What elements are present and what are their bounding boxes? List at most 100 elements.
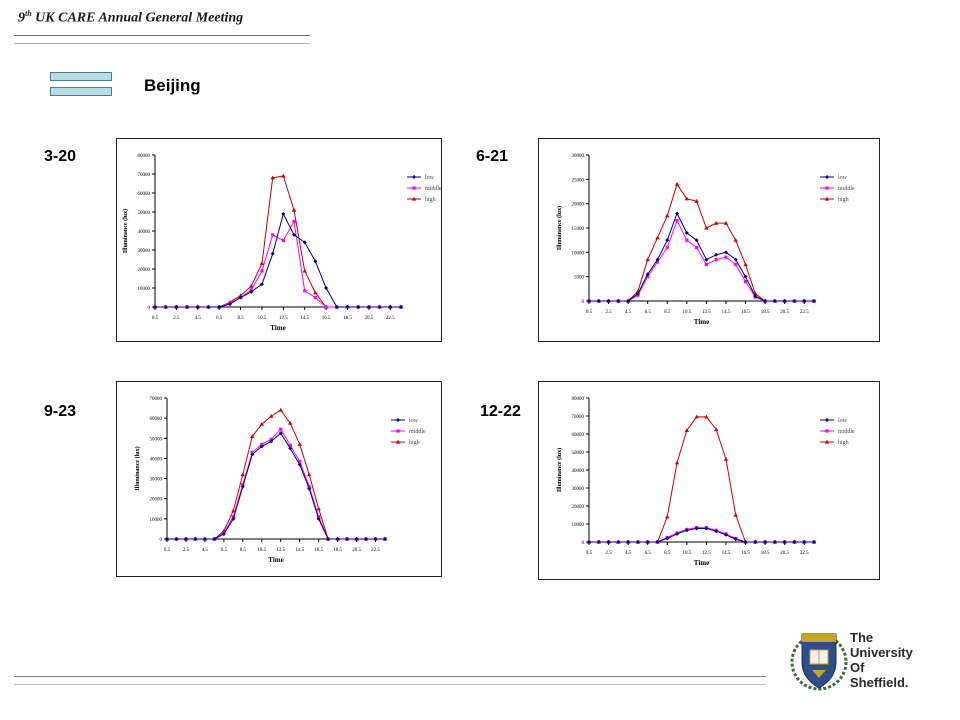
data-point-low [366,305,371,309]
header-rule-secondary [14,43,310,44]
data-point-high [250,434,255,438]
data-point-low [292,232,297,237]
chart-panel-3: 0 10000 20000 30000 40000 50000 60000 70000 0.5 2… [116,381,442,577]
x-axis-label: Time [268,556,283,564]
y-tick-label: 0 [148,306,151,311]
data-point-high [249,283,254,288]
data-point-low [753,540,758,544]
data-point-low [714,252,719,257]
y-axis-label: Illuminance (lux) [556,206,563,250]
x-tick-label: 20.5 [780,551,789,556]
series-line-low [589,212,814,302]
data-point-high [684,196,690,201]
data-point-low [302,240,307,245]
data-point-low [665,536,670,541]
x-tick-label: 4.5 [202,548,209,553]
data-point-low [334,305,339,309]
data-point-middle [704,262,708,267]
legend-label-high: high [838,440,849,446]
data-point-low [249,289,254,294]
x-tick-label: 0.5 [586,310,593,315]
legend-marker-low [825,175,829,179]
data-point-low [165,537,169,541]
data-point-middle [665,245,669,250]
data-point-high [270,175,275,180]
data-point-high [704,414,709,419]
data-point-low [743,540,748,544]
data-point-middle [646,275,650,279]
logo-line: Of [850,660,865,675]
y-tick-label: 70000 [572,415,585,420]
data-point-low [704,526,709,531]
data-point-low [616,299,621,303]
y-tick-label: 30000 [138,249,151,254]
data-point-low [733,537,738,542]
data-point-high [316,506,321,511]
city-title: Beijing [144,76,201,95]
logo-line: University [850,645,913,660]
x-tick-label: 10.5 [682,310,691,315]
data-point-low [195,305,200,309]
x-tick-label: 6.5 [645,551,652,556]
data-point-middle [271,233,275,237]
y-tick-label: 10000 [150,518,163,523]
y-tick-label: 25000 [572,178,585,183]
data-point-low [763,299,768,303]
data-point-high [269,413,274,418]
data-point-high [665,213,670,218]
y-axis-label: Illuminance (lux) [134,446,141,490]
legend-label-middle: middle [838,429,855,435]
y-tick-label: 5000 [574,276,585,281]
data-point-middle [724,255,728,259]
data-point-low [753,294,758,299]
shield-crest-icon [790,633,848,691]
x-tick-label: 16.5 [314,548,323,553]
data-point-high [302,268,307,273]
footer-rule-secondary [14,684,766,685]
data-point-middle [292,219,296,224]
x-tick-label: 18.5 [333,548,342,553]
data-point-high [674,182,680,186]
data-point-high [704,225,709,230]
x-tick-label: 6.5 [221,548,228,553]
data-point-low [763,540,768,544]
data-point-low [723,250,728,255]
data-point-high [723,220,729,225]
legend-marker-low [396,418,400,422]
date-label-1: 3-20 [44,148,77,165]
data-point-middle [714,258,718,262]
data-point-low [733,257,738,262]
data-point-low [259,444,264,449]
y-tick-label: 50000 [150,437,163,442]
data-point-low [645,540,650,544]
legend-label-low: low [409,418,419,424]
data-point-low [587,540,591,544]
data-point-low [174,537,179,541]
data-point-low [356,305,361,309]
data-point-middle [260,442,264,446]
data-point-middle [307,485,311,489]
x-tick-label: 8.5 [664,551,671,556]
data-point-middle [685,238,689,242]
data-point-high [733,237,738,242]
logo-line: The [850,630,874,645]
data-point-low [606,299,611,303]
x-tick-label: 12.5 [279,316,288,321]
data-point-low [193,537,198,541]
chart-svg: 0 5000 10000 15000 20000 25000 30000 0.5 2.5 4.5 6… [556,154,855,326]
x-tick-label: 2.5 [173,316,180,321]
legend-label-high: high [425,197,436,203]
y-tick-label: 20000 [572,203,585,208]
data-point-low [227,302,232,307]
data-point-low [388,305,393,309]
series-line-high [589,183,814,302]
data-point-low [802,299,807,303]
x-axis-label: Time [270,324,285,332]
legend-label-low: low [838,418,848,424]
data-point-high [281,173,286,178]
x-tick-label: 8.5 [237,316,244,321]
series-line-low [155,212,401,308]
data-point-low [288,446,293,451]
data-point-low [684,528,689,533]
data-point-low [596,540,601,544]
